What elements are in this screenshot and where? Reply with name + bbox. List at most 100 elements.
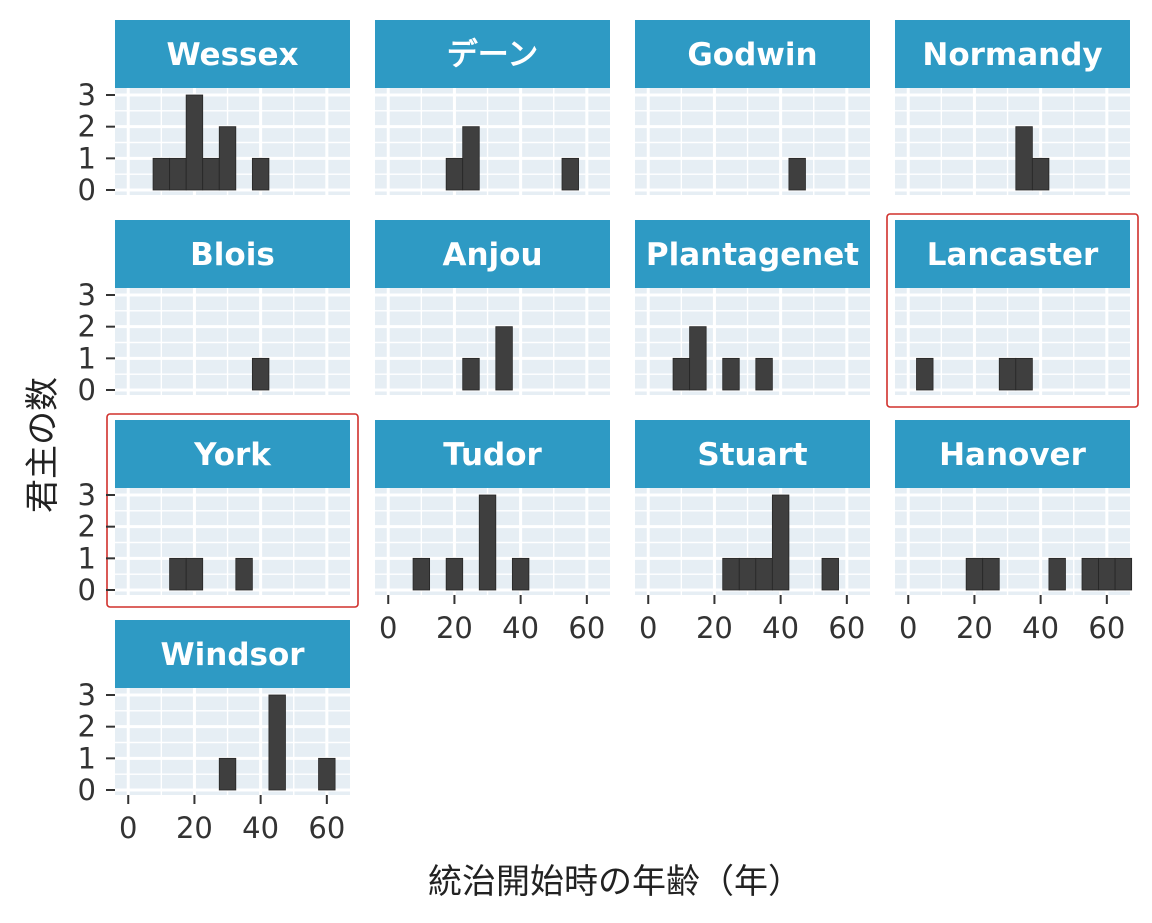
facet-strip-デーン (375, 20, 610, 88)
panel-background-york (115, 488, 350, 595)
x-tick-label: 0 (899, 611, 917, 645)
y-tick-label: 2 (78, 310, 96, 344)
x-tick-label: 60 (828, 611, 865, 645)
histogram-bar-windsor (318, 757, 336, 791)
histogram-bar-デーン (561, 157, 579, 191)
histogram-bar-tudor (511, 557, 530, 591)
x-tick-label: 20 (956, 611, 993, 645)
facet-label-blois: Blois (190, 237, 275, 273)
histogram-bar-デーン (445, 157, 464, 191)
histogram-bar-hanover (1098, 557, 1116, 591)
facet-label-wessex: Wessex (166, 37, 298, 73)
histogram-bar-stuart (755, 557, 773, 591)
histogram-bar-wessex (251, 157, 270, 191)
histogram-bar-hanover (1048, 557, 1066, 591)
facet-strip-wessex (115, 20, 350, 88)
y-tick-label: 1 (78, 541, 96, 575)
y-tick-label: 0 (78, 173, 96, 207)
x-axis-title: 統治開始時の年齢（年） (428, 862, 802, 902)
histogram-bar-windsor (268, 694, 286, 791)
y-tick-label: 2 (78, 510, 96, 544)
panel-background-anjou (375, 288, 610, 395)
histogram-bar-anjou (495, 326, 513, 391)
histogram-bar-plantagenet (722, 357, 740, 391)
histogram-bar-stuart (722, 557, 740, 591)
facet-strip-normandy (895, 20, 1130, 88)
histogram-bar-normandy (1031, 157, 1050, 191)
x-tick-label: 0 (119, 811, 137, 845)
y-tick-label: 3 (78, 678, 96, 712)
histogram-bar-hanover (982, 557, 1000, 591)
x-tick-label: 60 (568, 611, 605, 645)
histogram-bar-york (169, 557, 187, 591)
histogram-bar-wessex (169, 157, 187, 191)
y-tick-label: 1 (78, 341, 96, 375)
y-tick-label: 3 (78, 478, 96, 512)
x-tick-label: 40 (762, 611, 799, 645)
x-tick-label: 20 (696, 611, 733, 645)
facet-strip-hanover (895, 420, 1130, 488)
y-tick-label: 0 (78, 573, 96, 607)
y-tick-label: 1 (78, 741, 96, 775)
histogram-bar-plantagenet (672, 357, 691, 391)
facet-label-york: York (193, 437, 272, 473)
histogram-bar-wessex (152, 157, 171, 191)
x-tick-label: 40 (502, 611, 539, 645)
histogram-bar-york (235, 557, 253, 591)
histogram-bar-stuart (821, 557, 839, 591)
facet-label-stuart: Stuart (697, 437, 807, 473)
histogram-bar-anjou (462, 357, 480, 391)
histogram-bar-lancaster (1015, 357, 1033, 391)
facet-label-anjou: Anjou (442, 237, 542, 273)
facet-label-plantagenet: Plantagenet (646, 237, 859, 273)
facet-strip-anjou (375, 220, 610, 288)
facet-strip-lancaster (895, 220, 1130, 288)
facet-label-hanover: Hanover (939, 437, 1086, 473)
y-tick-label: 1 (78, 141, 96, 175)
facet-strip-tudor (375, 420, 610, 488)
facet-label-godwin: Godwin (687, 37, 817, 73)
histogram-bar-tudor (445, 557, 464, 591)
x-tick-label: 20 (176, 811, 213, 845)
y-tick-label: 2 (78, 110, 96, 144)
histogram-bar-lancaster (916, 357, 934, 391)
histogram-bar-plantagenet (755, 357, 773, 391)
facet-label-lancaster: Lancaster (927, 237, 1099, 273)
y-tick-label: 0 (78, 373, 96, 407)
x-tick-label: 40 (1022, 611, 1059, 645)
facet-label-デーン: デーン (447, 37, 538, 73)
histogram-bar-デーン (462, 126, 480, 191)
histogram-bar-wessex (218, 126, 237, 191)
panel-background-blois (115, 288, 350, 395)
histogram-bar-tudor (478, 494, 497, 591)
histogram-bar-blois (251, 357, 270, 391)
y-tick-label: 3 (78, 78, 96, 112)
x-tick-label: 0 (639, 611, 657, 645)
histogram-bar-stuart (738, 557, 757, 591)
facet-strip-godwin (635, 20, 870, 88)
facet-strip-york (115, 420, 350, 488)
facet-strip-blois (115, 220, 350, 288)
x-tick-label: 0 (379, 611, 397, 645)
facet-label-windsor: Windsor (160, 637, 305, 673)
facet-strip-stuart (635, 420, 870, 488)
x-tick-label: 20 (436, 611, 473, 645)
facet-label-normandy: Normandy (922, 37, 1102, 73)
histogram-bar-windsor (218, 757, 237, 791)
x-tick-label: 60 (1088, 611, 1125, 645)
panel-background-plantagenet (635, 288, 870, 395)
histogram-bar-york (185, 557, 204, 591)
x-tick-label: 60 (308, 811, 345, 845)
highlight-frame-york (106, 413, 359, 608)
panel-background-godwin (635, 88, 870, 195)
histogram-bar-hanover (1114, 557, 1133, 591)
histogram-bar-lancaster (998, 357, 1017, 391)
y-axis-title: 君主の数 (23, 377, 63, 513)
histogram-bar-hanover (965, 557, 984, 591)
histogram-bar-tudor (412, 557, 431, 591)
histogram-bar-wessex (202, 157, 220, 191)
histogram-bar-plantagenet (689, 326, 707, 391)
histogram-bar-stuart (771, 494, 790, 591)
histogram-bar-normandy (1015, 126, 1033, 191)
